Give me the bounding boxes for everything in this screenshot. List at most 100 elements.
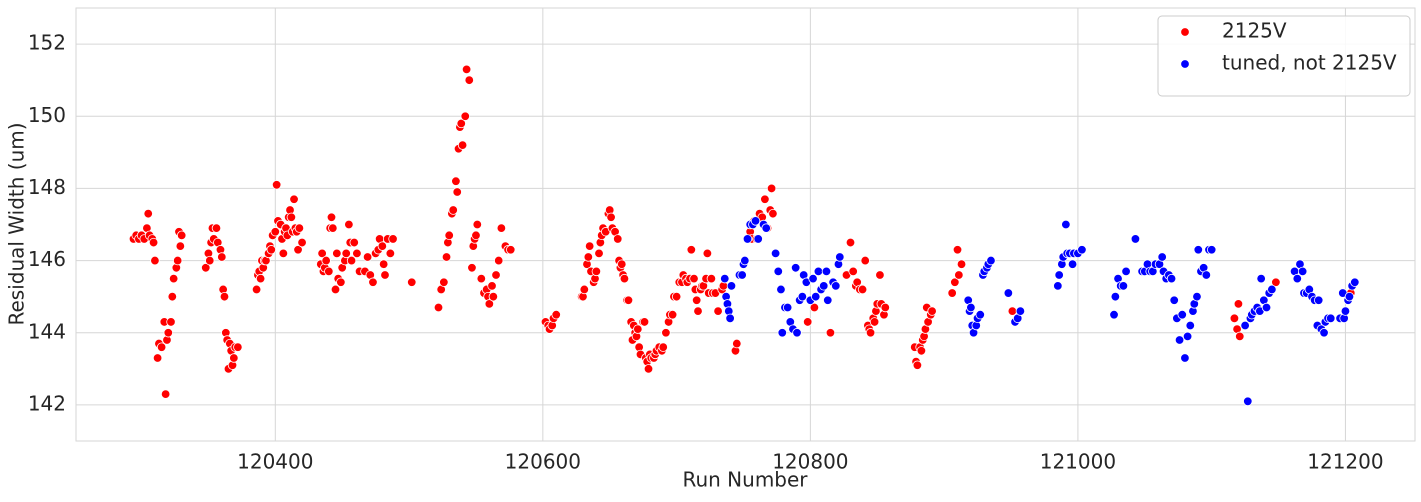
point — [770, 248, 781, 259]
point — [1350, 277, 1360, 287]
point — [441, 252, 452, 262]
point — [496, 223, 507, 233]
point — [1185, 320, 1195, 331]
point — [760, 194, 770, 204]
point — [658, 342, 668, 352]
y-tick-label: 142 — [28, 391, 66, 415]
point — [713, 306, 723, 316]
point — [639, 317, 650, 327]
point — [143, 208, 153, 219]
point — [579, 284, 590, 295]
point — [811, 291, 821, 302]
point — [1003, 288, 1014, 298]
point — [294, 223, 305, 233]
point — [362, 252, 373, 262]
point — [1174, 335, 1185, 345]
point — [352, 248, 362, 259]
point — [880, 302, 890, 313]
point — [1292, 273, 1302, 284]
point — [167, 291, 178, 302]
point — [1240, 320, 1250, 331]
point — [740, 255, 750, 266]
point — [753, 234, 763, 244]
point — [377, 241, 388, 251]
point — [457, 140, 468, 150]
point — [472, 219, 482, 230]
point — [986, 255, 996, 266]
point — [491, 270, 501, 280]
x-tick-label: 120800 — [772, 450, 848, 474]
point — [1182, 331, 1193, 342]
point — [956, 259, 967, 269]
point — [460, 111, 470, 121]
point — [1326, 313, 1336, 324]
point — [643, 364, 654, 374]
x-tick-label: 120600 — [505, 450, 581, 474]
point — [156, 342, 167, 352]
point — [368, 277, 378, 287]
point — [328, 223, 338, 233]
point — [1271, 277, 1281, 287]
point — [761, 223, 771, 233]
point — [831, 281, 841, 291]
point — [1261, 302, 1272, 313]
point — [1193, 245, 1203, 255]
y-tick-label: 146 — [28, 247, 66, 271]
point — [444, 230, 454, 241]
point — [860, 255, 870, 266]
point — [792, 328, 802, 338]
point — [1340, 306, 1351, 316]
point — [1243, 396, 1253, 407]
point — [211, 223, 222, 233]
legend-box — [1157, 15, 1411, 97]
point — [317, 248, 327, 259]
x-tick-label: 121000 — [1040, 450, 1116, 474]
point — [476, 273, 487, 284]
point — [461, 64, 472, 75]
point — [163, 328, 173, 338]
y-axis-label: Residual Width (um) — [5, 122, 29, 325]
point — [1061, 219, 1071, 230]
point — [869, 317, 880, 327]
point — [623, 295, 634, 305]
point — [619, 273, 630, 284]
y-tick-label: 152 — [28, 31, 66, 55]
point — [1201, 270, 1212, 280]
point — [584, 241, 595, 251]
point — [172, 255, 183, 266]
point — [176, 230, 187, 241]
y-tick-label: 150 — [28, 103, 66, 127]
point — [737, 270, 747, 280]
point — [1130, 234, 1141, 244]
point — [439, 277, 449, 287]
point — [321, 255, 331, 266]
point — [689, 273, 699, 284]
point — [1192, 291, 1202, 302]
point — [385, 248, 396, 259]
point — [433, 302, 444, 313]
point — [591, 266, 602, 277]
point — [330, 284, 341, 295]
point — [790, 263, 801, 273]
point — [332, 248, 342, 259]
point — [1015, 306, 1026, 316]
point — [336, 277, 346, 287]
legend-label: 2125V — [1222, 19, 1287, 43]
point — [506, 245, 516, 255]
point — [1256, 273, 1266, 284]
point — [217, 252, 227, 262]
point — [835, 252, 845, 262]
point — [1169, 295, 1179, 305]
point — [324, 266, 334, 277]
point — [166, 317, 176, 327]
point — [1206, 245, 1217, 255]
point — [1110, 291, 1121, 302]
point — [606, 212, 616, 222]
point — [344, 219, 354, 230]
point — [1229, 313, 1240, 324]
point — [671, 291, 682, 302]
point — [777, 328, 787, 338]
point — [175, 241, 186, 251]
legend-marker — [1180, 59, 1190, 69]
point — [782, 302, 793, 313]
